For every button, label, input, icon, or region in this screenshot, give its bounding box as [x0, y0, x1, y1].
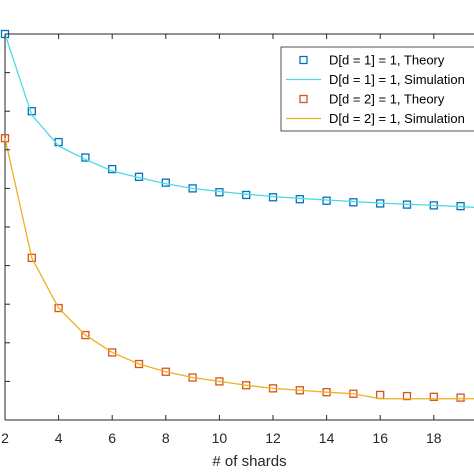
legend-item: D[d = 2] = 1, Theory	[299, 92, 445, 107]
series-2	[4, 33, 474, 208]
x-tick-label: 4	[55, 430, 63, 446]
legend-swatch	[299, 55, 308, 65]
x-tick-label: 16	[372, 430, 388, 446]
x-tick-label: 12	[265, 430, 281, 446]
legend-label: D[d = 2] = 1, Theory	[329, 92, 445, 107]
data-point	[27, 253, 36, 263]
data-point	[54, 137, 63, 147]
x-tick-label: 6	[108, 430, 116, 446]
x-tick-label: 2	[1, 430, 9, 446]
x-tick-label: 8	[162, 430, 170, 446]
data-point	[456, 393, 465, 402]
series-3	[0, 134, 465, 402]
legend-box	[280, 46, 474, 132]
x-tick-label: 18	[426, 430, 442, 446]
data-point	[134, 359, 144, 369]
data-point	[54, 303, 63, 313]
legend-item: D[d = 1] = 1, Simulation	[286, 72, 465, 87]
x-tick-label: 14	[319, 430, 335, 446]
legend-label: D[d = 2] = 1, Simulation	[329, 111, 465, 126]
legend-label: D[d = 1] = 1, Theory	[329, 53, 445, 68]
data-point	[402, 391, 412, 401]
legend-item: D[d = 2] = 1, Simulation	[286, 111, 465, 126]
series-line	[4, 33, 474, 208]
data-point	[161, 367, 170, 376]
legend-swatch	[299, 94, 308, 104]
series-line	[4, 138, 474, 400]
data-point	[108, 348, 117, 357]
data-point	[376, 390, 385, 400]
legend-label: D[d = 1] = 1, Simulation	[329, 72, 465, 87]
legend-item: D[d = 1] = 1, Theory	[299, 53, 445, 68]
legend: D[d = 1] = 1, Theory D[d = 1] = 1, Simula…	[280, 46, 474, 132]
series-4	[4, 138, 474, 400]
data-point	[0, 134, 10, 143]
tick-layer: 2 4 6 8 10 12 14 16 18	[1, 33, 442, 446]
data-point	[429, 392, 438, 401]
x-tick-label: 10	[212, 430, 228, 446]
data-point	[81, 330, 90, 340]
x-axis-label: # of shards	[212, 453, 286, 470]
series-layer	[0, 29, 474, 402]
